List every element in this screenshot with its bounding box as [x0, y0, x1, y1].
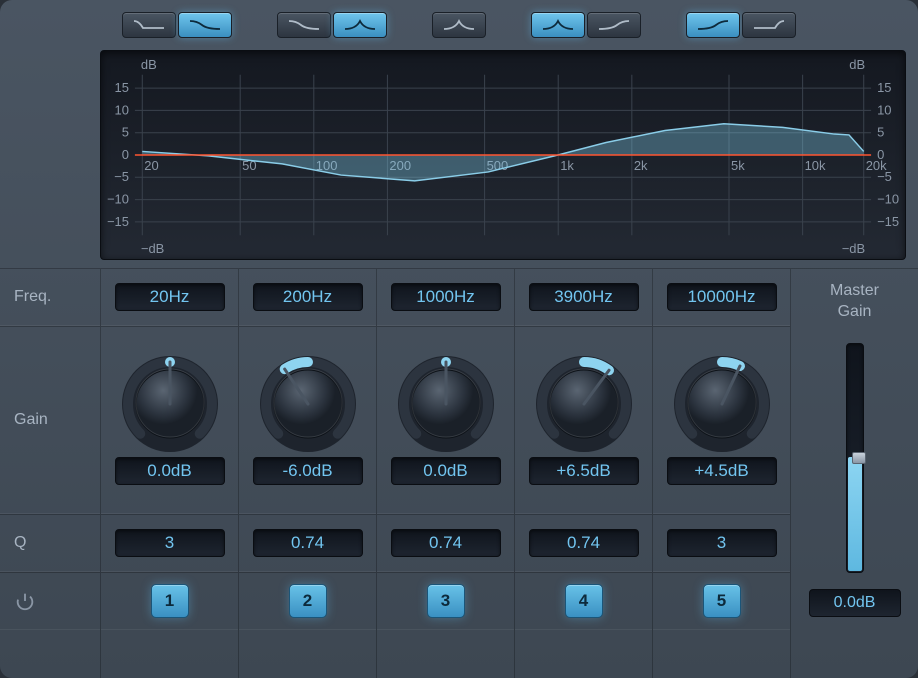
band5-gain-knob[interactable] — [673, 355, 771, 453]
master-gain-value[interactable]: 0.0dB — [809, 589, 901, 617]
row-labels: Freq. Gain Q — [0, 268, 100, 678]
svg-text:20: 20 — [144, 158, 158, 173]
svg-text:−dB: −dB — [842, 241, 865, 256]
master-gain-slider[interactable] — [846, 343, 864, 573]
svg-text:0: 0 — [122, 147, 129, 162]
master-gain-fill — [848, 457, 862, 571]
band-col-1: 20Hz 0.0dB 3 1 — [100, 268, 238, 678]
band1-highpass-button[interactable] — [122, 12, 176, 38]
svg-text:10: 10 — [115, 102, 129, 117]
eq-plugin-window: 151510105500−5−5−10−10−15−15205010020050… — [0, 0, 918, 678]
band5-lowpass-button[interactable] — [742, 12, 796, 38]
band2-gain-knob[interactable] — [259, 355, 357, 453]
band-col-2: 200Hz -6.0dB 0.74 2 — [238, 268, 376, 678]
band4-gain-value[interactable]: +6.5dB — [529, 457, 639, 485]
svg-text:2k: 2k — [634, 158, 648, 173]
power-icon — [14, 590, 36, 612]
power-label — [0, 572, 100, 630]
svg-text:−10: −10 — [877, 192, 899, 207]
band3-q-value[interactable]: 0.74 — [391, 529, 501, 557]
band2-bell-button[interactable] — [333, 12, 387, 38]
band4-freq-value[interactable]: 3900Hz — [529, 283, 639, 311]
band5-q-value[interactable]: 3 — [667, 529, 777, 557]
eq-curve-graph[interactable]: 151510105500−5−5−10−10−15−15205010020050… — [100, 50, 906, 260]
svg-text:dB: dB — [141, 57, 157, 72]
band1-lowshelf-button[interactable] — [178, 12, 232, 38]
band5-enable-button[interactable]: 5 — [703, 584, 741, 618]
band-col-4: 3900Hz +6.5dB 0.74 4 — [514, 268, 652, 678]
master-gain-label: MasterGain — [830, 281, 879, 323]
master-gain-section: MasterGain 0.0dB — [790, 268, 918, 678]
svg-text:−10: −10 — [107, 192, 129, 207]
band4-q-value[interactable]: 0.74 — [529, 529, 639, 557]
freq-label: Freq. — [0, 268, 100, 326]
master-gain-thumb[interactable] — [852, 452, 866, 464]
svg-text:5: 5 — [877, 125, 884, 140]
band1-freq-value[interactable]: 20Hz — [115, 283, 225, 311]
band1-q-value[interactable]: 3 — [115, 529, 225, 557]
band2-lowshelf-button[interactable] — [277, 12, 331, 38]
svg-text:1k: 1k — [560, 158, 574, 173]
band1-enable-button[interactable]: 1 — [151, 584, 189, 618]
band3-gain-knob[interactable] — [397, 355, 495, 453]
svg-text:dB: dB — [849, 57, 865, 72]
bands-area: Freq. Gain Q 20Hz — [0, 268, 918, 678]
svg-text:10: 10 — [877, 102, 891, 117]
band-col-3: 1000Hz 0.0dB 0.74 3 — [376, 268, 514, 678]
q-label: Q — [0, 514, 100, 572]
svg-text:5k: 5k — [731, 158, 745, 173]
band2-enable-button[interactable]: 2 — [289, 584, 327, 618]
svg-text:15: 15 — [877, 80, 891, 95]
band5-highshelf-button[interactable] — [686, 12, 740, 38]
band2-q-value[interactable]: 0.74 — [253, 529, 363, 557]
band2-gain-value[interactable]: -6.0dB — [253, 457, 363, 485]
svg-text:−dB: −dB — [141, 241, 164, 256]
svg-text:−15: −15 — [877, 214, 899, 229]
svg-text:20k: 20k — [866, 158, 887, 173]
filter-type-row — [0, 0, 918, 50]
band3-bell-button[interactable] — [432, 12, 486, 38]
svg-text:10k: 10k — [805, 158, 826, 173]
band2-freq-value[interactable]: 200Hz — [253, 283, 363, 311]
band5-gain-value[interactable]: +4.5dB — [667, 457, 777, 485]
svg-text:15: 15 — [115, 80, 129, 95]
band3-gain-value[interactable]: 0.0dB — [391, 457, 501, 485]
band1-gain-value[interactable]: 0.0dB — [115, 457, 225, 485]
gain-label: Gain — [0, 326, 100, 514]
band4-bell-button[interactable] — [531, 12, 585, 38]
band1-gain-knob[interactable] — [121, 355, 219, 453]
svg-text:−5: −5 — [114, 169, 129, 184]
band4-enable-button[interactable]: 4 — [565, 584, 603, 618]
svg-text:−15: −15 — [107, 214, 129, 229]
band-col-5: 10000Hz +4.5dB 3 5 — [652, 268, 790, 678]
svg-text:5: 5 — [122, 125, 129, 140]
band4-highshelf-button[interactable] — [587, 12, 641, 38]
band3-freq-value[interactable]: 1000Hz — [391, 283, 501, 311]
band4-gain-knob[interactable] — [535, 355, 633, 453]
band3-enable-button[interactable]: 3 — [427, 584, 465, 618]
band5-freq-value[interactable]: 10000Hz — [667, 283, 777, 311]
